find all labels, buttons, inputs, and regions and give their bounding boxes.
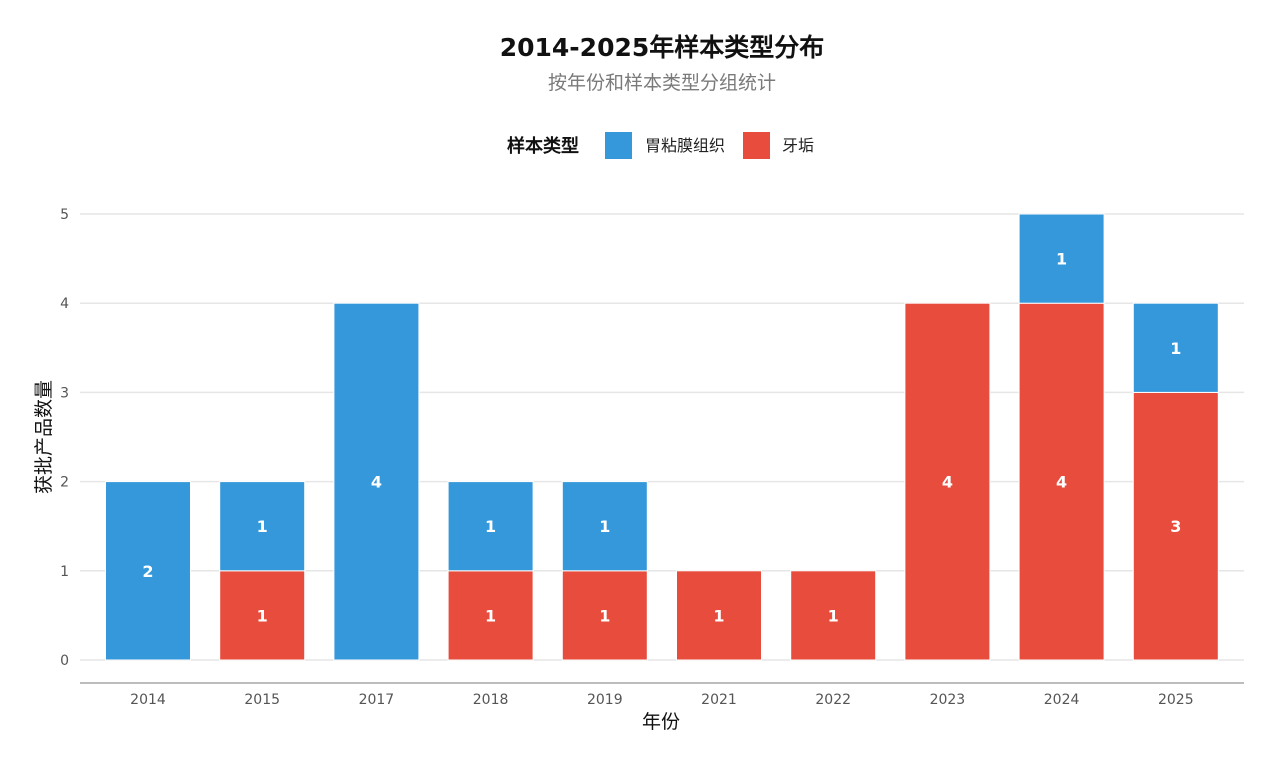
bar-value-label: 3	[1170, 517, 1181, 536]
x-tick-label: 2022	[815, 692, 851, 708]
bar-labels: 2 1 1 4 1 1 1 1 1 1 4 4 1 3 1	[142, 250, 1181, 626]
y-tick-label: 3	[60, 385, 69, 401]
bar-segment	[676, 570, 762, 661]
y-tick-label: 0	[60, 653, 69, 669]
axes: 0 1 2 3 4 5 2014 2015 2017 2018 2019 2021 2022 2023 20…	[60, 207, 1244, 708]
bar-value-label: 1	[485, 606, 496, 625]
x-tick-label: 2019	[587, 692, 623, 708]
chart-title: 2014-2025年样本类型分布	[500, 33, 825, 62]
bar-segment	[1018, 302, 1105, 661]
chart-subtitle: 按年份和样本类型分组统计	[548, 72, 776, 94]
legend-item-label: 胃粘膜组织	[645, 136, 725, 155]
bar-segment	[1132, 302, 1219, 393]
bar-value-label: 1	[1056, 250, 1067, 269]
bar-value-label: 1	[828, 606, 839, 625]
bar-value-label: 1	[599, 517, 610, 536]
bar-segment	[1018, 213, 1105, 304]
x-tick-label: 2017	[359, 692, 395, 708]
legend-item-label: 牙垢	[782, 136, 814, 155]
x-axis-title: 年份	[642, 711, 680, 733]
x-tick-label: 2015	[244, 692, 280, 708]
bar-segment	[1132, 391, 1219, 661]
x-tick-label: 2021	[701, 692, 737, 708]
y-tick-label: 1	[60, 564, 69, 580]
bar-segment	[219, 481, 306, 572]
bar-value-label: 2	[142, 562, 153, 581]
bar-segment	[904, 302, 991, 661]
bar-value-label: 1	[1170, 339, 1181, 358]
y-axis-title: 获批产品数量	[33, 380, 55, 494]
bar-segment	[105, 481, 191, 661]
bar-value-label: 4	[371, 473, 382, 492]
bars	[105, 213, 1219, 661]
x-tick-label: 2023	[930, 692, 966, 708]
bar-segment	[219, 570, 306, 661]
bar-value-label: 1	[257, 517, 268, 536]
bar-segment	[447, 570, 534, 661]
bar-segment	[561, 481, 648, 572]
x-tick-label: 2025	[1158, 692, 1194, 708]
x-tick-label: 2024	[1044, 692, 1080, 708]
x-tick-label: 2014	[130, 692, 166, 708]
x-tick-label: 2018	[473, 692, 509, 708]
legend: 样本类型 胃粘膜组织 牙垢	[507, 132, 814, 159]
bar-value-label: 1	[257, 606, 268, 625]
legend-title: 样本类型	[507, 135, 579, 157]
bar-value-label: 1	[485, 517, 496, 536]
y-tick-label: 2	[60, 475, 69, 491]
bar-segment	[790, 570, 877, 661]
legend-swatch	[743, 132, 770, 159]
bar-value-label: 4	[1056, 473, 1067, 492]
bar-segment	[447, 481, 534, 572]
bar-segment	[333, 302, 420, 661]
y-tick-label: 5	[60, 207, 69, 223]
legend-swatch	[605, 132, 632, 159]
bar-value-label: 1	[599, 606, 610, 625]
y-tick-label: 4	[60, 296, 69, 312]
bar-segment	[561, 570, 648, 661]
bar-value-label: 1	[713, 606, 724, 625]
bar-value-label: 4	[942, 473, 953, 492]
